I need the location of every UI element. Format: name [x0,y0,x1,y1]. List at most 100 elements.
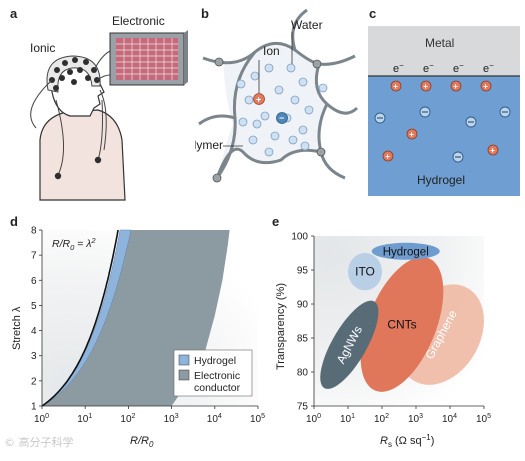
region-label-ito: ITO [355,265,375,279]
y-tick-label: 80 [297,368,309,379]
x-tick-label: 100 [34,413,49,425]
eeg-cap [46,55,101,93]
chart-stretch-vs-resistance: 100 101 102 103 104 105 1 2 3 4 5 6 7 8 Hydrogel Elec… [11,226,265,450]
panel-b: b + − Water [179,0,365,205]
x-tick-label: 105 [250,413,265,425]
panel-c: c Metal e− e− e− e− + + + + + + + [365,0,525,205]
x-tick-label: 103 [408,413,423,425]
y-axis-label: Stretch λ [11,306,23,350]
monitor-side [184,30,188,85]
monitor-screen [116,38,178,80]
label-hydrogel: Hydrogel [417,173,465,187]
region-ito [348,253,382,291]
y-tick-label: 1 [31,402,37,413]
person-torso [39,109,126,201]
wire [30,79,53,129]
metal-hydrogel-interface: Metal e− e− e− e− + + + + + + + Hydrogel [368,26,520,196]
label-ion: Ion [263,44,280,58]
svg-text:e−: e− [483,61,494,75]
legend-label-hydrogel: Hydrogel [194,355,236,367]
hydrogel-layer [368,76,520,196]
x-tick-label: 101 [77,413,92,425]
metal-layer [368,26,520,76]
x-tick-label: 104 [442,413,457,425]
y-tick-label: 5 [31,301,37,312]
y-tick-label: 100 [291,232,308,243]
electron-labels: e− e− e− e− [393,61,494,75]
svg-text:+: + [409,130,414,139]
y-tick-label: 8 [31,226,37,237]
legend-label-conductor: conductor [194,382,241,394]
water-molecules [236,63,328,157]
y-tick-label: 7 [31,251,37,262]
cation-ion [253,93,265,105]
y-axis-label: Transparency (%) [275,283,287,370]
y-tick-label: 95 [297,266,309,277]
panel-b-letter: b [201,6,209,21]
panel-d: d 100 101 102 103 104 105 1 2 3 4 5 6 7 8 Hydrogel El… [0,210,270,456]
band-hydrogel [41,229,132,407]
label-polymer: Polymer [195,138,223,152]
y-tick-label: 75 [297,402,309,413]
svg-text:e−: e− [423,61,434,75]
label-ionic: Ionic [30,41,55,55]
x-tick-label: 101 [340,413,355,425]
curve-lambda-squared [41,229,119,407]
y-tick-label: 85 [297,334,309,345]
panel-d-letter: d [10,214,18,229]
svg-text:+: + [490,146,495,155]
cation-sign: + [256,95,261,105]
panel-a: a [0,0,195,205]
region-hydrogel [371,242,440,260]
cation-signs: + + + + + + + [385,82,495,161]
cations [382,80,499,162]
region-label-hydrogel: Hydrogel [383,246,429,258]
svg-text:+: + [423,82,428,91]
label-electronic: Electronic [112,14,165,28]
x-tick-label: 100 [306,413,321,425]
curve-annotation: R/R0 = λ2 [52,236,96,252]
legend-swatch-hydrogel [178,354,190,366]
region-agnws [320,300,379,389]
svg-text:e−: e− [453,61,464,75]
x-axis-label: R/R0 [130,435,154,449]
y-tick-label: 90 [297,300,309,311]
anion-signs [377,111,508,158]
svg-text:+: + [393,82,398,91]
panel-e: e ITO Graphene CNTs AgNWs Hydrogel 100 101 102… [270,210,525,456]
wire [99,89,107,151]
legend-label-electronic: Electronic [194,370,240,382]
region-label-cnts: CNTs [387,317,416,331]
svg-text:+: + [483,82,488,91]
y-tick-label: 3 [31,351,37,362]
crosslinks [212,57,326,183]
anion-sign: − [279,113,284,123]
label-metal: Metal [425,36,454,50]
polymer-network-fill [219,46,327,176]
x-tick-label: 103 [164,413,179,425]
screen-grid [116,38,178,80]
x-tick-label: 104 [207,413,222,425]
x-tick-label: 102 [374,413,389,425]
x-tick-label: 102 [120,413,135,425]
polymer-network-illustration: + − Water Ion Polymer [179,8,359,183]
wire [55,99,65,176]
panel-e-letter: e [272,214,280,229]
panel-a-letter: a [10,6,18,21]
label-water: Water [291,18,323,32]
y-tick-label: 6 [31,276,37,287]
y-tick-label: 4 [31,326,37,337]
legend-swatch-electronic [178,369,190,381]
y-tick-label: 2 [31,376,37,387]
electrode-dot [94,156,102,164]
svg-text:e−: e− [393,61,404,75]
x-axis-label: Rs (Ω sq−1) [380,433,434,449]
svg-text:+: + [453,82,458,91]
electrode-dot [54,172,62,180]
ionic-electronic-illustration: Electronic Ionic [30,14,188,201]
region-cnts [360,256,444,392]
anion-ion [276,112,288,124]
wire [97,99,103,161]
panel-c-letter: c [369,6,377,21]
